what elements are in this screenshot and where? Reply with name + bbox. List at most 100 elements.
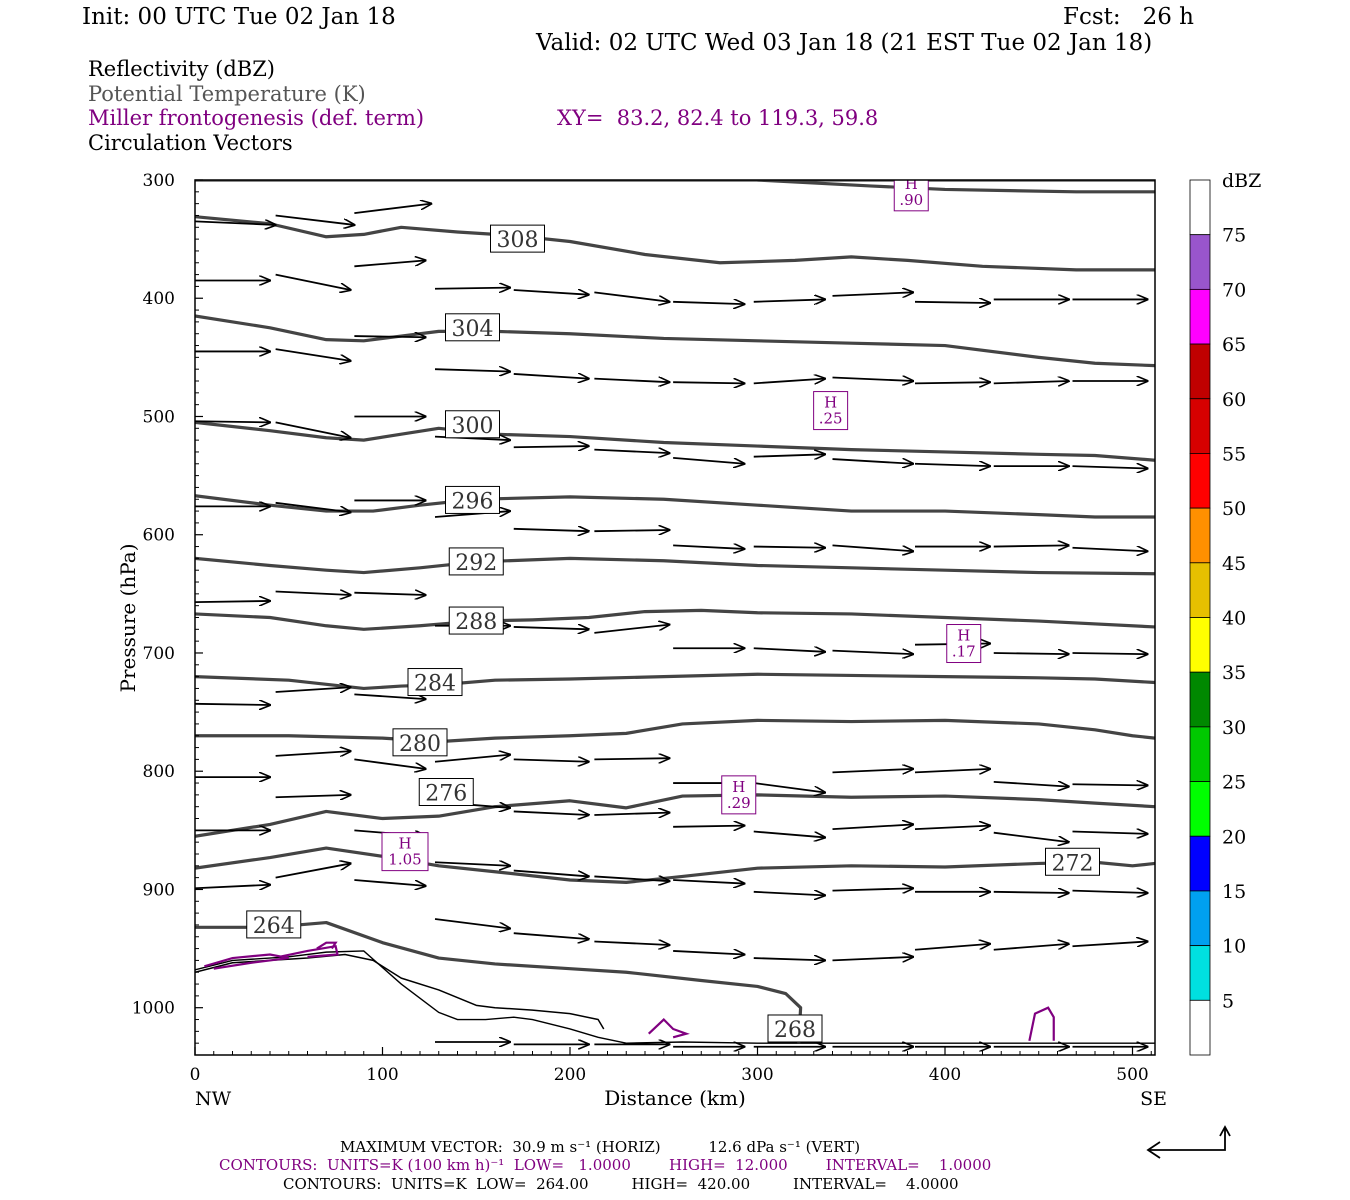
theta-label: 272 bbox=[1045, 847, 1100, 876]
colorbar-tick-label: 70 bbox=[1222, 279, 1246, 301]
circulation-vector bbox=[434, 862, 510, 866]
theta-label-text: 292 bbox=[455, 551, 497, 576]
miller-contour bbox=[1028, 1006, 1055, 1042]
theta-label: 276 bbox=[418, 778, 474, 807]
max-vector-note: MAXIMUM VECTOR: 30.9 m s⁻¹ (HORIZ) 12.6 … bbox=[340, 1138, 861, 1156]
circulation-vector bbox=[1072, 891, 1148, 893]
colorbar-swatch bbox=[1189, 453, 1211, 509]
theta-label: 292 bbox=[448, 547, 504, 576]
miller-maximum-box bbox=[381, 832, 429, 872]
y-tick-label: 300 bbox=[143, 171, 175, 191]
circulation-vector bbox=[673, 456, 744, 464]
colorbar-swatch bbox=[1189, 507, 1211, 564]
circulation-vector bbox=[753, 782, 825, 792]
theta-label-text: 288 bbox=[455, 610, 497, 635]
legend-potential-temperature: Potential Temperature (K) bbox=[88, 82, 366, 106]
circulation-vector bbox=[993, 545, 1069, 546]
circulation-vector bbox=[832, 769, 914, 773]
colorbar-swatch bbox=[1189, 179, 1211, 236]
cross-section-endpoints: XY= 83.2, 82.4 to 119.3, 59.8 bbox=[557, 106, 879, 130]
miller-maximum-value: .90 bbox=[899, 191, 923, 209]
miller-contour bbox=[316, 941, 338, 950]
theta-contour-304 bbox=[195, 314, 1155, 368]
circulation-vector bbox=[275, 863, 351, 879]
theta-contour-280 bbox=[195, 718, 1155, 744]
init-time: Init: 00 UTC Tue 02 Jan 18 bbox=[82, 4, 396, 30]
theta-label-box bbox=[445, 410, 500, 439]
theta-label: 288 bbox=[448, 606, 504, 635]
colorbar-swatch bbox=[1189, 890, 1211, 947]
circulation-vector bbox=[753, 958, 825, 960]
circulation-vector bbox=[832, 824, 914, 829]
legend-circulation-vectors: Circulation Vectors bbox=[88, 131, 293, 155]
legend-miller-frontogenesis: Miller frontogenesis (def. term) bbox=[88, 106, 425, 130]
circulation-vector bbox=[673, 826, 744, 827]
circulation-vector bbox=[1072, 548, 1148, 552]
miller-maximum: H.25 bbox=[813, 391, 849, 431]
colorbar-swatch bbox=[1189, 562, 1211, 618]
valid-time: Valid: 02 UTC Wed 03 Jan 18 (21 EST Tue … bbox=[536, 30, 1153, 56]
circulation-vector bbox=[275, 795, 351, 797]
circulation-vector bbox=[753, 648, 825, 652]
circulation-vector bbox=[993, 831, 1069, 842]
colorbar-tick-label: 45 bbox=[1222, 553, 1246, 575]
miller-maximum: H.17 bbox=[946, 624, 982, 664]
y-tick-label: 500 bbox=[143, 407, 175, 427]
circulation-vector bbox=[673, 545, 744, 549]
circulation-vector bbox=[1072, 784, 1148, 785]
x-tick-label: 500 bbox=[1116, 1065, 1148, 1085]
theta-label-text: 304 bbox=[452, 317, 494, 342]
circulation-vector bbox=[275, 751, 351, 756]
circulation-vector bbox=[914, 382, 990, 383]
circulation-vector bbox=[354, 593, 425, 595]
circulation-vector bbox=[275, 273, 351, 290]
circulation-vector bbox=[195, 221, 276, 225]
colorbar-tick-label: 55 bbox=[1222, 443, 1246, 465]
colorbar-swatch bbox=[1189, 617, 1211, 673]
theta-label-text: 268 bbox=[774, 1018, 816, 1043]
theta-label-text: 280 bbox=[399, 732, 441, 757]
circulation-vector bbox=[594, 291, 669, 301]
circulation-vector bbox=[275, 687, 351, 692]
circulation-vector bbox=[513, 759, 589, 761]
circulation-vector bbox=[195, 421, 270, 422]
x-tick-label: 400 bbox=[929, 1065, 961, 1085]
theta-label-text: 272 bbox=[1052, 851, 1094, 876]
colorbar-tick-label: 50 bbox=[1222, 498, 1246, 520]
circulation-vector bbox=[275, 348, 351, 361]
circulation-vector bbox=[753, 830, 825, 838]
circulation-vector bbox=[914, 944, 990, 951]
circulation-vector bbox=[914, 302, 990, 303]
miller-maximum-box bbox=[813, 391, 849, 431]
x-axis-title: Distance (km) bbox=[604, 1086, 746, 1110]
circulation-vector bbox=[354, 204, 431, 215]
circulation-vector bbox=[354, 879, 425, 886]
circulation-vector bbox=[513, 290, 589, 295]
miller-maximum-h: H bbox=[732, 778, 745, 796]
colorbar-tick-label: 5 bbox=[1222, 990, 1234, 1012]
miller-contour bbox=[279, 944, 339, 958]
theta-label-box bbox=[448, 606, 504, 635]
circulation-vector bbox=[513, 529, 589, 531]
circulation-vector bbox=[275, 421, 351, 437]
colorbar-swatch bbox=[1189, 781, 1211, 837]
circulation-vector bbox=[594, 941, 669, 945]
miller-maximum-value: .25 bbox=[819, 410, 843, 428]
miller-maximum-value: .29 bbox=[727, 794, 751, 812]
colorbar-swatch bbox=[1189, 835, 1211, 892]
circulation-vector bbox=[275, 591, 351, 595]
x-tick-label: 200 bbox=[554, 1065, 586, 1085]
circulation-vector bbox=[594, 625, 669, 634]
colorbar-tick-label: 75 bbox=[1222, 225, 1246, 247]
legend-reflectivity: Reflectivity (dBZ) bbox=[88, 57, 276, 81]
circulation-vector bbox=[673, 880, 744, 884]
y-tick-label: 800 bbox=[143, 762, 175, 782]
circulation-vector bbox=[195, 601, 270, 602]
circulation-vector bbox=[993, 944, 1069, 951]
circulation-vector bbox=[513, 446, 589, 447]
miller-maximum-box bbox=[946, 624, 982, 664]
axes: 300 400 500 600 700 800 900 1000 0 100 200 300 400 50… bbox=[132, 171, 1152, 1085]
circulation-vector bbox=[753, 892, 825, 896]
colorbar-tick-label: 40 bbox=[1222, 608, 1246, 630]
circulation-vector bbox=[434, 918, 510, 928]
